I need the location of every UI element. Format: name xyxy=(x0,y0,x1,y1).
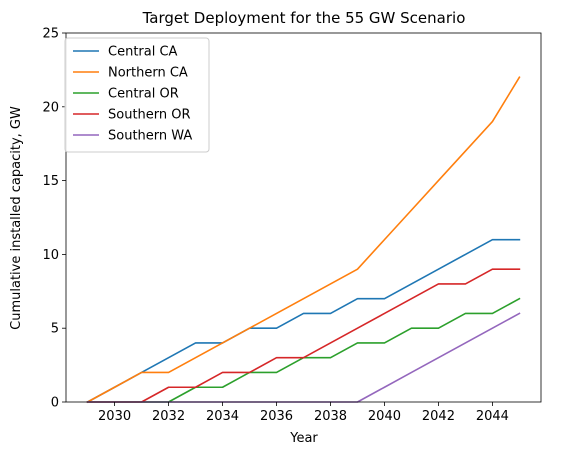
x-tick-label: 2044 xyxy=(476,409,509,424)
x-tick-label: 2040 xyxy=(368,409,401,424)
legend-label-1: Northern CA xyxy=(108,66,188,81)
x-tick-label: 2032 xyxy=(152,409,185,424)
ticks-layer: 2030 2032 2034 2036 2038 2040 2042 2044 0 5 10 15 20… xyxy=(42,27,509,425)
x-tick-label: 2036 xyxy=(260,409,293,424)
y-tick-label: 15 xyxy=(42,174,59,189)
legend-label-0: Central CA xyxy=(108,45,178,60)
chart-title: Target Deployment for the 55 GW Scenario xyxy=(142,9,466,27)
series-line-3 xyxy=(86,268,521,403)
series-line-0 xyxy=(86,238,521,404)
x-axis-label: Year xyxy=(289,431,318,446)
y-tick-label: 25 xyxy=(42,27,59,42)
x-tick-label: 2034 xyxy=(206,409,239,424)
legend-label-3: Southern OR xyxy=(108,108,191,123)
legend-box xyxy=(64,37,210,153)
legend-label-4: Southern WA xyxy=(108,129,192,144)
y-tick-label: 0 xyxy=(51,396,59,411)
series-line-1 xyxy=(86,76,521,404)
y-tick-label: 5 xyxy=(51,322,59,337)
y-tick-label: 20 xyxy=(42,100,59,115)
y-tick-label: 10 xyxy=(42,248,59,263)
axes-frame xyxy=(65,32,542,403)
y-axis-label: Cumulative installed capacity, GW xyxy=(9,106,24,330)
x-tick-label: 2038 xyxy=(314,409,347,424)
legend-label-2: Central OR xyxy=(108,87,179,102)
x-tick-label: 2042 xyxy=(422,409,455,424)
x-tick-label: 2030 xyxy=(98,409,131,424)
axes-layer xyxy=(65,32,542,403)
legend: Central CA Northern CA Central OR Southern … xyxy=(64,37,210,153)
